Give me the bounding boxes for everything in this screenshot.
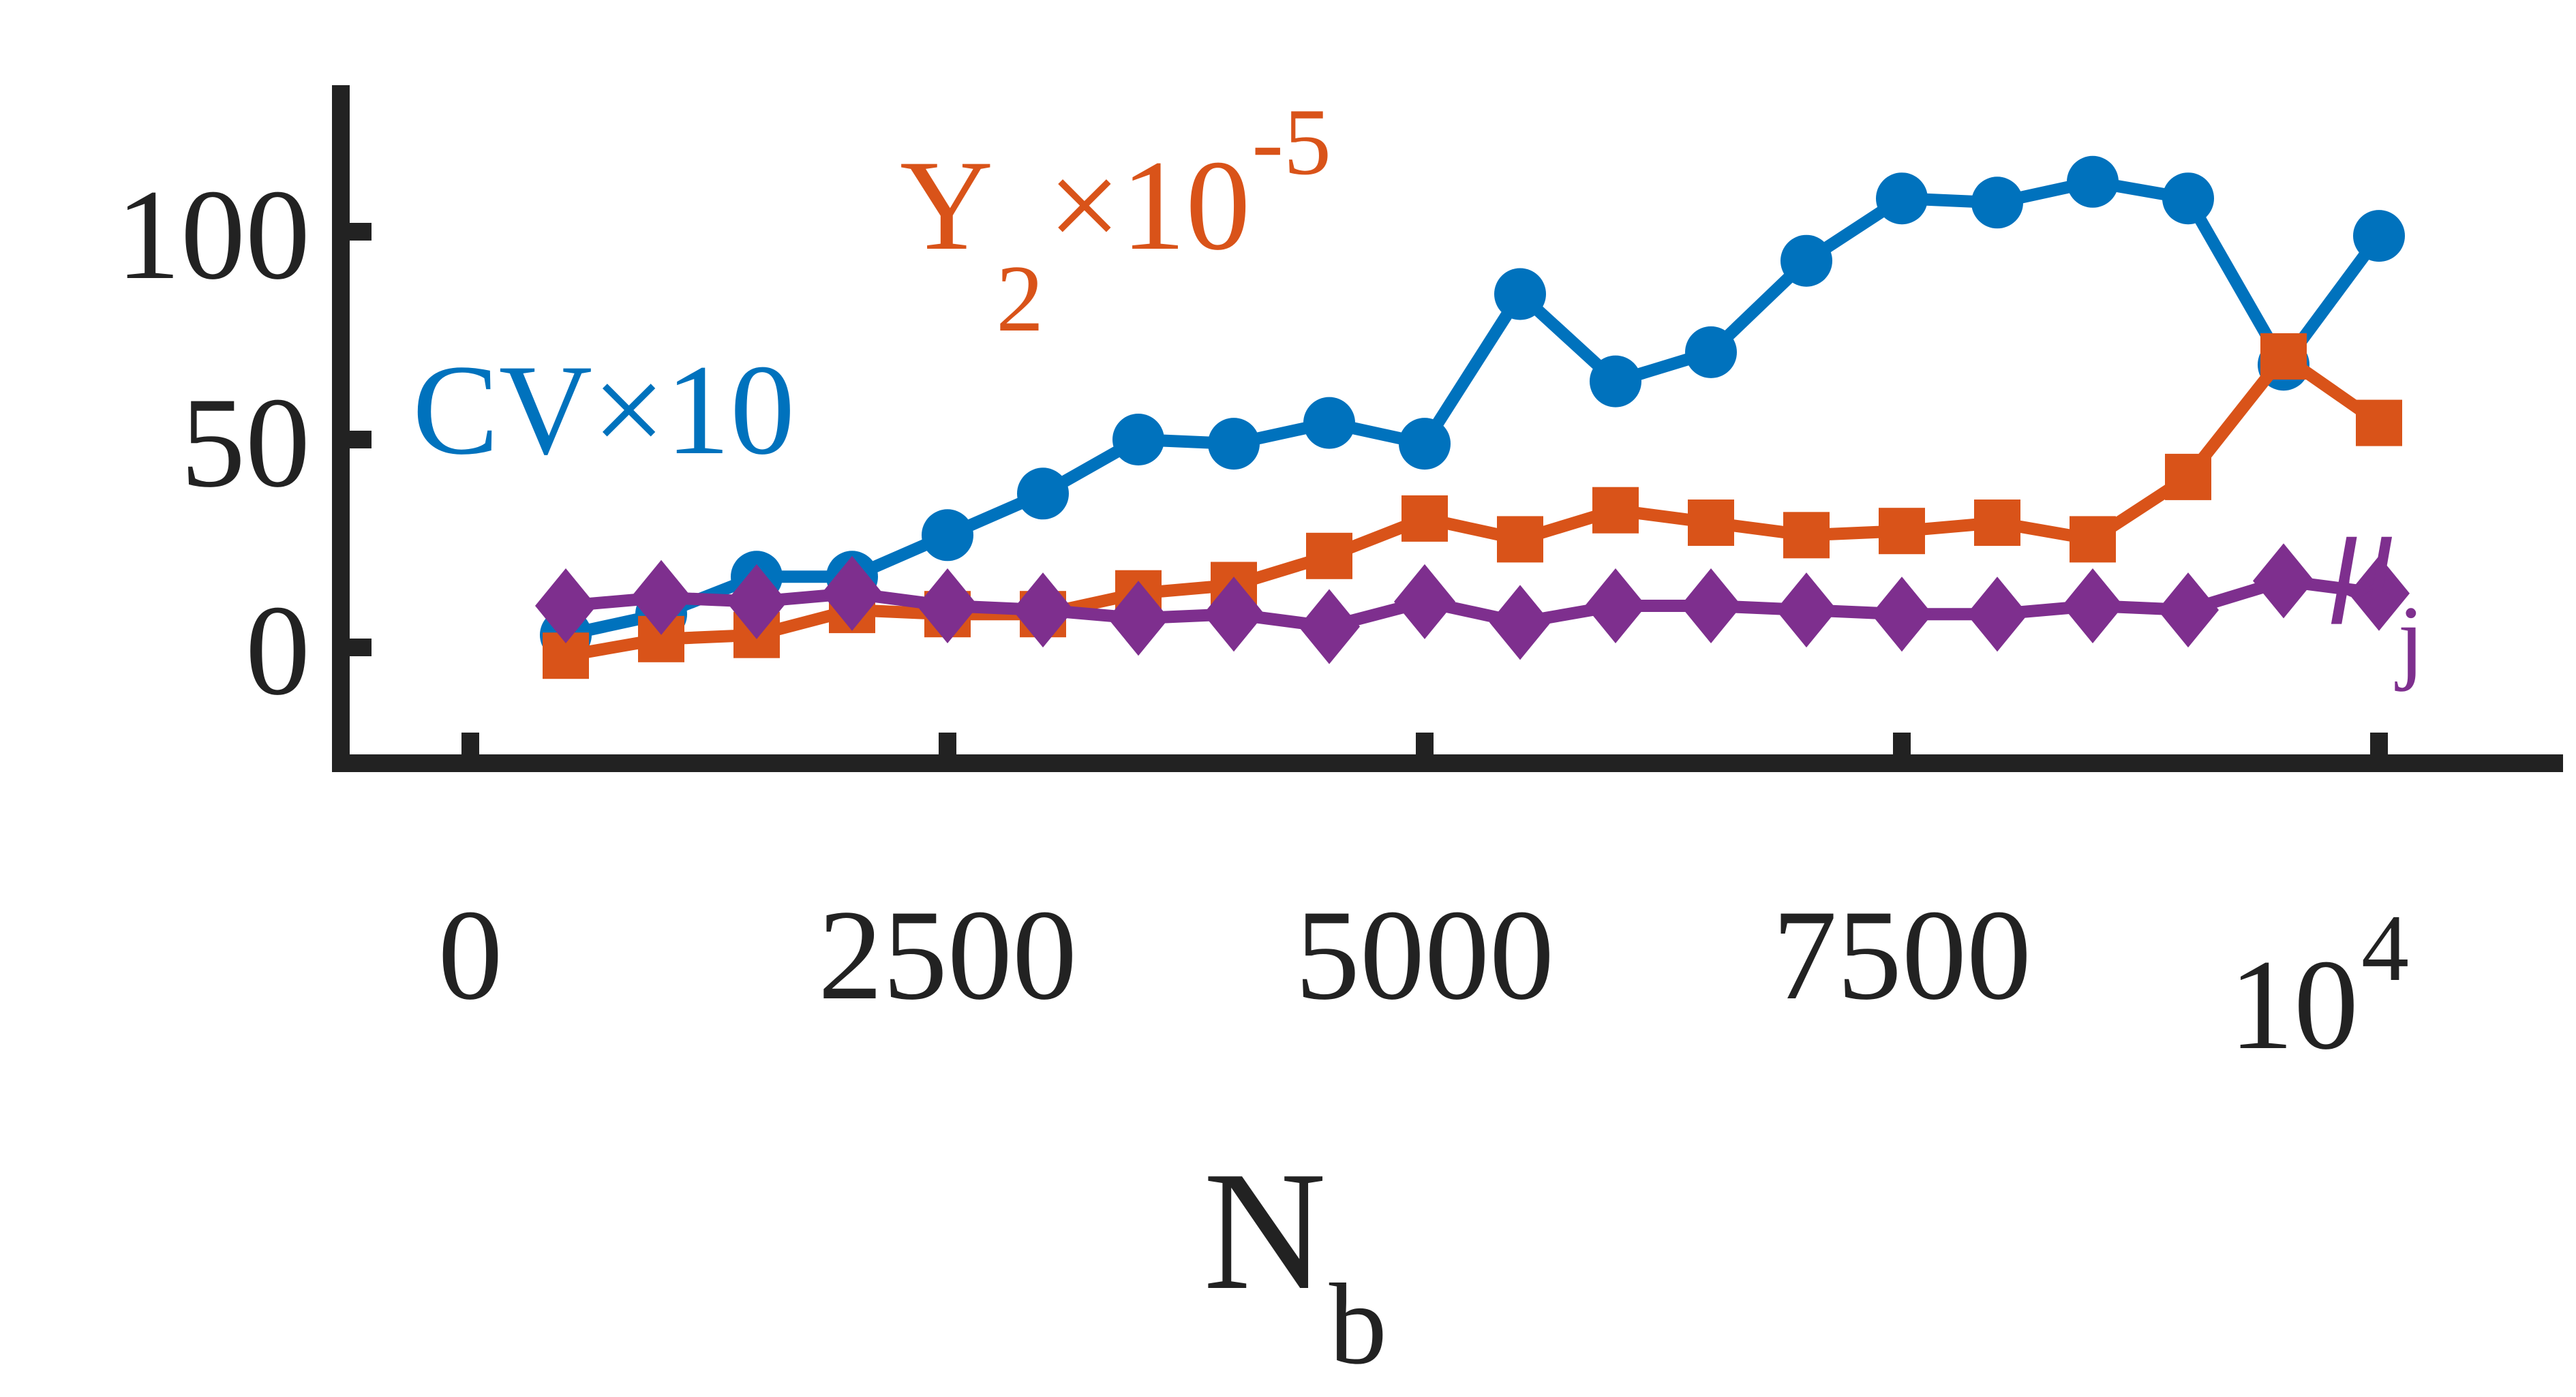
- x-axis-title-subscript: b: [1329, 1260, 1387, 1388]
- data-point: [1208, 418, 1260, 470]
- series-label-y2-exponent: -5: [1252, 89, 1331, 195]
- data-point: [1776, 572, 1837, 648]
- data-point: [1494, 268, 1546, 320]
- x-tick-label: 0: [438, 884, 503, 1027]
- axes: [332, 85, 2563, 772]
- data-point: [2348, 555, 2410, 631]
- data-point: [1108, 581, 1169, 656]
- data-point: [2253, 543, 2314, 619]
- data-point: [1592, 487, 1639, 534]
- y-ticks: 0 50 100: [116, 164, 372, 722]
- data-point: [1112, 414, 1164, 465]
- x-tick-label-10e4-exponent: 4: [2361, 895, 2409, 1001]
- data-point: [821, 555, 883, 631]
- data-point: [1489, 585, 1551, 660]
- data-point: [1685, 326, 1737, 378]
- data-point: [1971, 176, 2023, 229]
- data-point: [2165, 453, 2211, 500]
- data-point: [1879, 508, 1925, 555]
- series-label-y2-main: Y: [900, 134, 993, 277]
- x-tick-label: 2500: [818, 884, 1077, 1027]
- data-point: [1590, 355, 1641, 408]
- y-tick-label: 0: [245, 579, 310, 722]
- series-label-cv: CV×10: [412, 339, 795, 482]
- series-circle: [540, 155, 2405, 661]
- data-point: [726, 564, 787, 639]
- data-point: [2260, 333, 2307, 380]
- x-axis-title-main: N: [1203, 1137, 1327, 1325]
- series-label-mu: μj: [2331, 482, 2424, 692]
- data-point: [535, 568, 596, 643]
- series-label-mu-main: μ: [2331, 482, 2396, 625]
- data-point: [1401, 495, 1448, 542]
- data-point: [2062, 568, 2123, 643]
- data-point: [917, 568, 978, 643]
- data-point: [2070, 516, 2116, 563]
- data-point: [1299, 589, 1360, 664]
- series-label-y2-factor: ×10: [1048, 134, 1250, 277]
- data-point: [1974, 500, 2020, 546]
- data-point: [1017, 467, 1069, 520]
- series-label-y2: Y2×10-5: [900, 89, 1331, 352]
- data-point: [1394, 564, 1455, 639]
- data-point: [2353, 210, 2405, 262]
- x-tick-label-10e4: 104: [2229, 895, 2409, 1077]
- x-tick-label: 5000: [1295, 884, 1554, 1027]
- series-square: [543, 333, 2402, 679]
- y-tick-label: 50: [181, 371, 310, 515]
- x-ticks: 0 2500 5000 7500: [438, 733, 2388, 1027]
- data-point: [2162, 172, 2214, 225]
- series-label-mu-subscript: j: [2394, 587, 2424, 692]
- data-point: [2157, 572, 2219, 648]
- data-point: [1783, 512, 1830, 559]
- data-point: [1585, 568, 1646, 643]
- data-point: [1876, 172, 1928, 225]
- data-point: [1680, 568, 1742, 643]
- data-point: [1871, 577, 1933, 652]
- data-point: [1203, 577, 1264, 652]
- series-label-y2-subscript: 2: [996, 246, 1044, 352]
- x-tick-label-10e4-base: 10: [2229, 934, 2359, 1077]
- x-axis-title: Nb: [1203, 1137, 1387, 1388]
- data-point: [1967, 577, 2028, 652]
- plot-area: [535, 155, 2410, 679]
- data-point: [2067, 155, 2119, 208]
- data-point: [922, 509, 973, 562]
- x-tick-label: 7500: [1772, 884, 2031, 1027]
- data-point: [1688, 500, 1734, 546]
- series-diamond: [535, 543, 2410, 664]
- data-point: [2356, 399, 2402, 446]
- data-point: [1306, 532, 1352, 579]
- data-point: [1497, 516, 1543, 563]
- data-point: [1399, 418, 1451, 470]
- data-point: [1781, 234, 1832, 287]
- y-tick-label: 100: [116, 164, 310, 307]
- data-point: [631, 559, 692, 635]
- data-point: [1303, 397, 1355, 449]
- data-point: [1012, 572, 1074, 648]
